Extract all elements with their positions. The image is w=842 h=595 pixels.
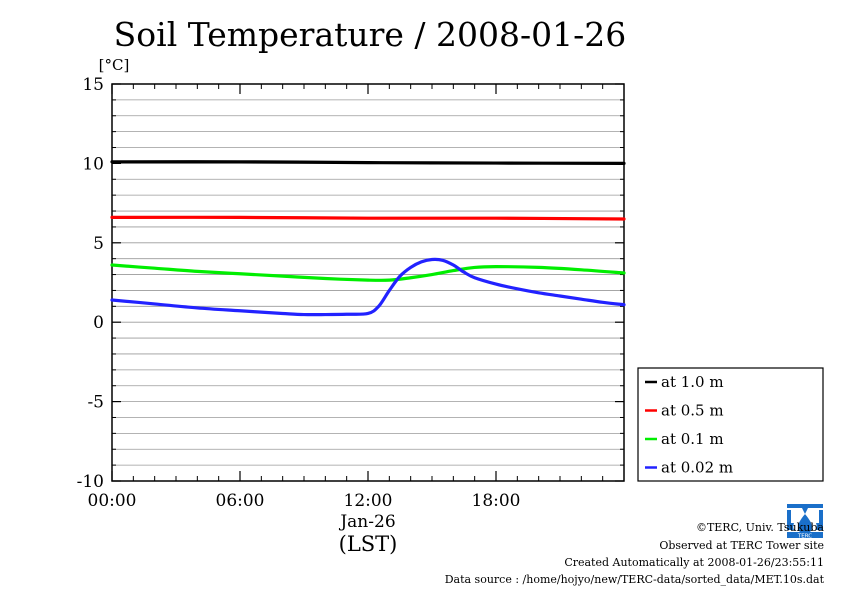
legend-box [637,367,824,482]
grid-lines [112,99,624,466]
data-source-text: Data source : /home/hojyo/new/TERC-data/… [444,573,824,586]
series-line-at-0-5-m [110,215,626,221]
legend-label-at-0-02-m: at 0.02 m [661,459,733,477]
observed-site-text: Observed at TERC Tower site [659,539,824,552]
x-axis-ticks: 00:00 06:00 12:00 18:00 [88,84,604,511]
x-axis-timezone-label: (LST) [339,532,398,556]
legend-label-at-1-0-m: at 1.0 m [661,373,724,391]
x-tick-label: 00:00 [88,491,137,511]
x-tick-label: 12:00 [344,491,393,511]
x-axis-date-label: Jan-26 [338,512,395,532]
copyright-text: ©TERC, Univ. Tsukuba [695,521,824,534]
plot-frame [111,83,625,482]
series-lines [110,160,626,317]
y-tick-label: 5 [93,234,104,254]
y-axis-label: [°C] [99,56,130,74]
chart-title: Soil Temperature / 2008-01-26 [114,15,627,54]
y-tick-label: 0 [93,313,104,333]
logo-text: TERC [797,533,812,539]
x-tick-label: 06:00 [216,491,265,511]
legend-label-at-0-1-m: at 0.1 m [661,430,724,448]
created-timestamp-text: Created Automatically at 2008-01-26/23:5… [564,556,824,569]
y-tick-label: -10 [77,472,104,492]
y-axis-ticks: 15 10 5 0 -5 -10 [77,75,624,492]
terc-logo-icon: TERC [784,502,826,540]
x-tick-label: 18:00 [472,491,521,511]
legend-label-at-0-5-m: at 0.5 m [661,402,724,420]
y-tick-label: 10 [82,154,104,174]
series-line-at-0-02-m [110,257,626,317]
y-tick-label: -5 [87,393,104,413]
legend: at 1.0 m at 0.5 m at 0.1 m at 0.02 m [637,367,824,482]
y-tick-label: 15 [82,75,104,95]
series-line-at-0-1-m [110,263,626,282]
series-line-at-1-0-m [110,160,626,165]
